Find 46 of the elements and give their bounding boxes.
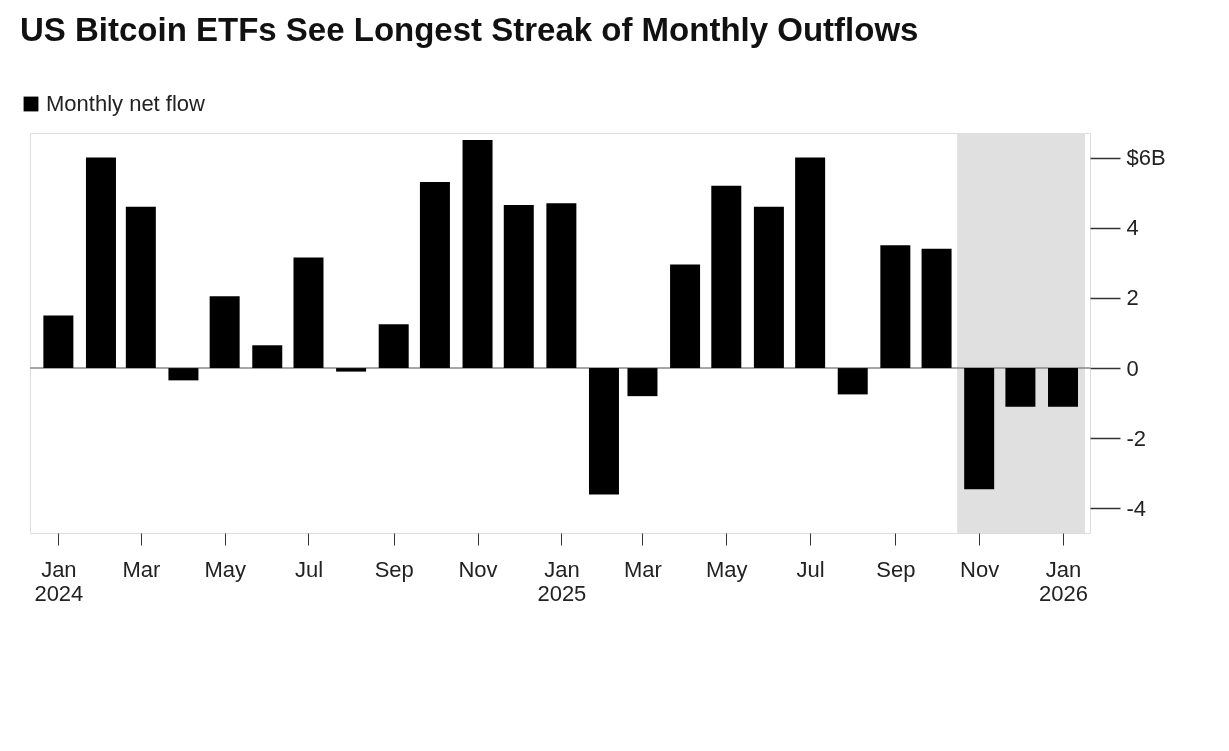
bar bbox=[503, 204, 534, 369]
y-tick-label: -4 bbox=[1126, 495, 1147, 521]
y-tick-label: 4 bbox=[1126, 215, 1139, 241]
x-tick-label: Jul bbox=[294, 556, 324, 582]
legend-label: Monthly net flow bbox=[46, 91, 206, 116]
bar bbox=[1048, 368, 1079, 407]
bar bbox=[252, 345, 283, 369]
bar bbox=[753, 206, 784, 369]
bar bbox=[462, 140, 493, 369]
bar bbox=[419, 182, 450, 369]
x-tick-label: Mar bbox=[122, 556, 161, 582]
y-tick-label: 0 bbox=[1126, 355, 1139, 381]
bar bbox=[546, 203, 577, 369]
bar bbox=[85, 157, 116, 369]
bar bbox=[293, 257, 324, 369]
bar bbox=[125, 206, 156, 369]
x-tick-label: Sep bbox=[374, 556, 414, 582]
x-tick-label: Jan 2026 bbox=[1039, 556, 1088, 606]
x-tick-label: May bbox=[204, 556, 246, 582]
x-tick-label: Jul bbox=[796, 556, 825, 582]
bar bbox=[378, 324, 409, 369]
y-tick-label: -2 bbox=[1126, 425, 1147, 451]
x-tick-label: Nov bbox=[960, 556, 1000, 582]
x-tick-label: May bbox=[706, 556, 748, 582]
x-tick-label: Mar bbox=[624, 556, 662, 582]
bar bbox=[336, 368, 367, 372]
bar bbox=[43, 315, 74, 369]
bar bbox=[795, 157, 826, 369]
bar bbox=[588, 368, 619, 495]
x-tick-label: Jan 2025 bbox=[537, 556, 587, 606]
bar bbox=[627, 368, 658, 397]
bar bbox=[921, 248, 952, 369]
x-tick-label: Nov bbox=[458, 556, 498, 582]
x-tick-label: Sep bbox=[876, 556, 916, 582]
bar bbox=[837, 368, 868, 395]
bar bbox=[670, 264, 701, 369]
x-tick-label: Jan 2024 bbox=[34, 556, 84, 606]
bar bbox=[964, 368, 995, 490]
bar bbox=[880, 245, 911, 369]
bar bbox=[209, 296, 240, 369]
y-tick-label: $6B bbox=[1126, 145, 1166, 171]
chart-title: US Bitcoin ETFs See Longest Streak of Monthly Outflows bbox=[20, 11, 919, 48]
bar bbox=[168, 368, 199, 381]
bar bbox=[711, 185, 742, 369]
bar bbox=[1005, 368, 1036, 407]
y-tick-label: 2 bbox=[1126, 285, 1139, 311]
